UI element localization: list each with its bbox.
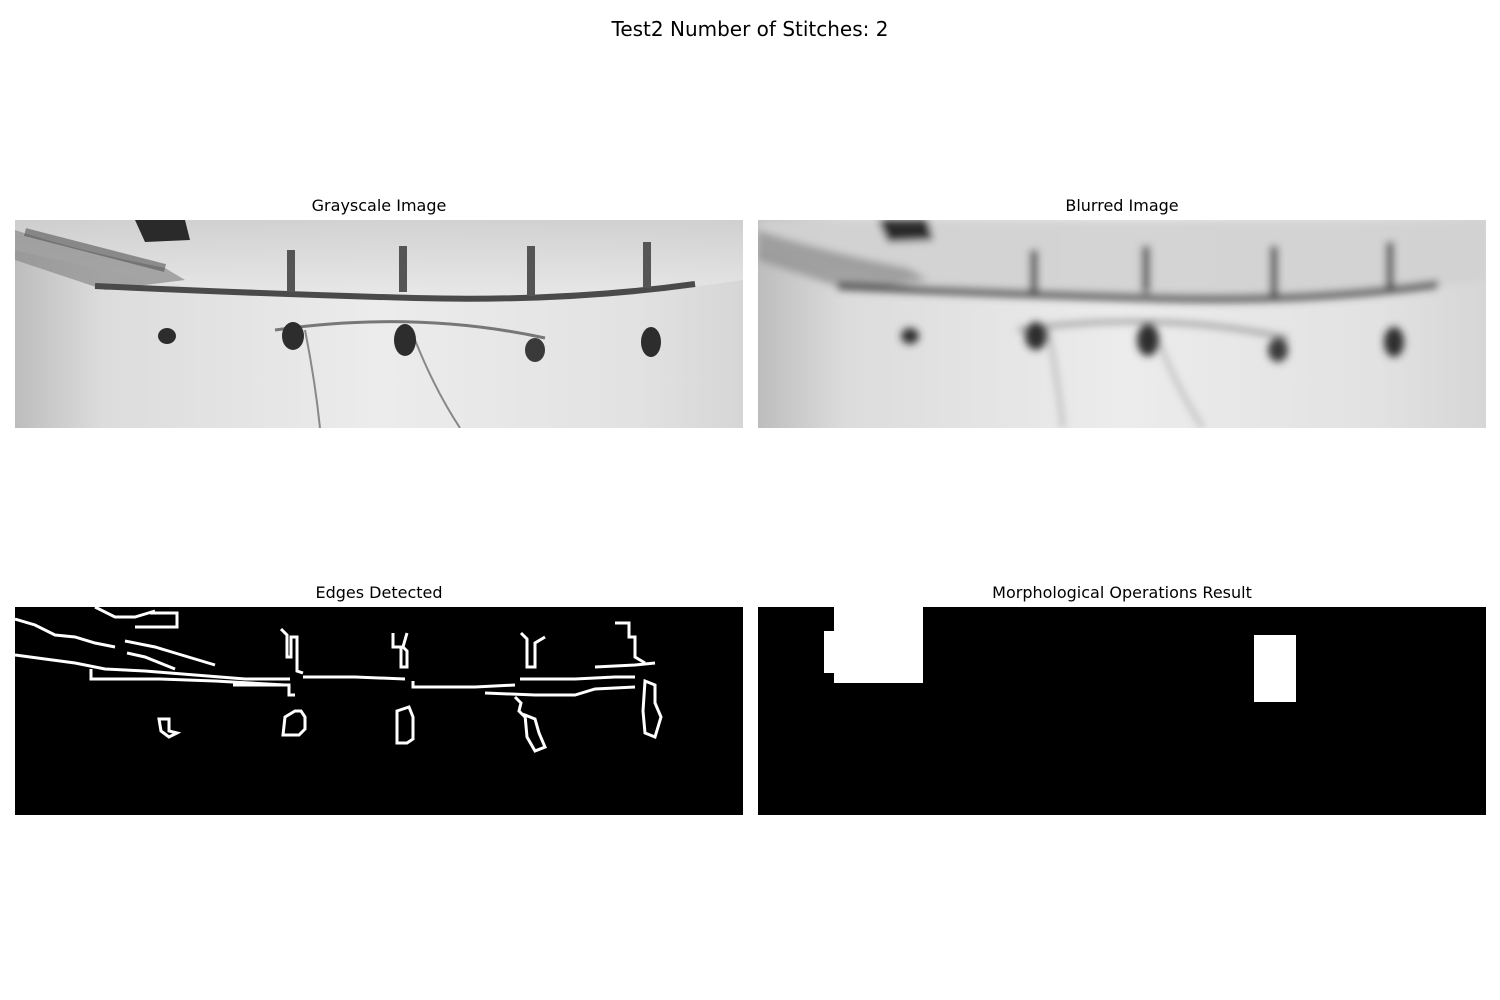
grayscale-panel-title: Grayscale Image (311, 196, 447, 215)
blurred-panel-title: Blurred Image (1065, 196, 1179, 215)
morphological-image (758, 607, 1486, 815)
morphological-panel-title: Morphological Operations Result (992, 583, 1252, 602)
figure-title: Test2 Number of Stitches: 2 (611, 17, 889, 41)
edges-image (15, 607, 743, 815)
grayscale-image (15, 220, 743, 428)
blurred-image (758, 220, 1486, 428)
edges-panel-title: Edges Detected (315, 583, 443, 602)
